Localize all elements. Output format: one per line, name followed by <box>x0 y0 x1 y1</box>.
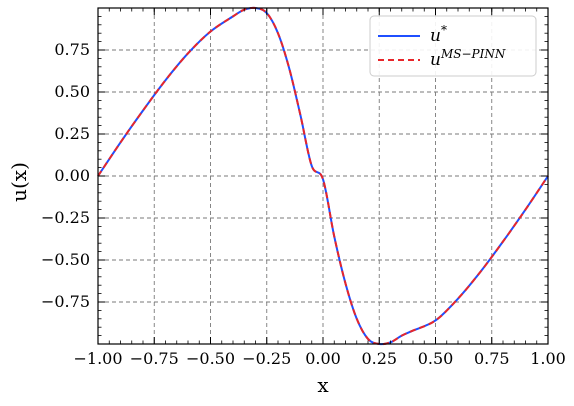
y-tick-label: 0.50 <box>54 82 90 101</box>
legend-box <box>369 15 537 77</box>
series-layer <box>97 6 549 346</box>
y-tick-label: 0.25 <box>54 124 90 143</box>
y-tick-label: −0.75 <box>41 292 90 311</box>
x-tick-label: 0.50 <box>418 349 454 368</box>
y-axis-title: u(x) <box>7 162 31 202</box>
x-tick-label: 0.00 <box>305 349 341 368</box>
tick-labels: −1.00 −0.75 −0.50 −0.25 0.00 0.25 0.50 0.75 1.00… <box>41 40 566 368</box>
series-line-u-ms-pinn <box>97 6 549 346</box>
x-tick-label: −0.50 <box>186 349 235 368</box>
legend-label: uMS−PINN <box>430 47 506 70</box>
y-tick-label: −0.50 <box>41 250 90 269</box>
legend: u*uMS−PINN <box>369 15 537 77</box>
ticks <box>97 8 549 344</box>
x-axis-title: x <box>317 373 329 397</box>
x-tick-label: −0.25 <box>242 349 291 368</box>
x-tick-label: 0.75 <box>474 349 510 368</box>
y-tick-label: 0.75 <box>54 40 90 59</box>
x-tick-label: −1.00 <box>73 349 122 368</box>
y-tick-label: 0.00 <box>54 166 90 185</box>
y-tick-label: −0.25 <box>41 208 90 227</box>
x-tick-label: 0.25 <box>361 349 397 368</box>
x-tick-label: 1.00 <box>530 349 566 368</box>
x-tick-label: −0.75 <box>130 349 179 368</box>
legend-label: u* <box>430 23 447 46</box>
